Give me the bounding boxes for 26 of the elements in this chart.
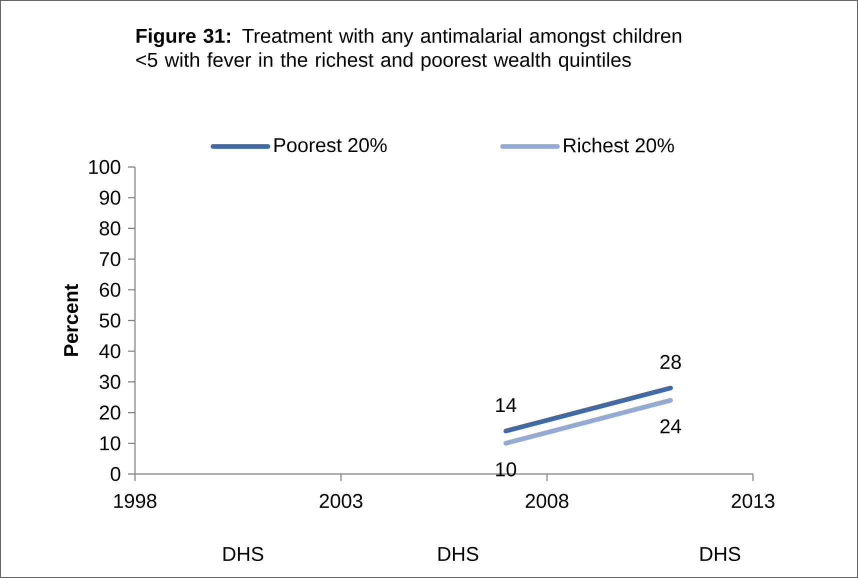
text: DHS — [438, 546, 478, 562]
legend-label: Poorest 20% — [274, 138, 387, 152]
data-label: 14 — [496, 398, 516, 412]
y-tick-label: 90 — [100, 190, 120, 205]
x-tick-label: 1998 — [114, 494, 156, 508]
y-axis-title: Percent — [64, 284, 78, 356]
y-tick-label: 40 — [99, 344, 120, 358]
y-tick-label: 80 — [100, 221, 120, 236]
y-tick-label: 0 — [110, 466, 120, 482]
data-label: 24 — [660, 419, 682, 434]
y-tick-label: 100 — [89, 160, 120, 174]
y-tick-label: 30 — [100, 374, 120, 389]
legend-label: Richest 20% — [564, 138, 674, 152]
x-tick-label: 2013 — [732, 494, 774, 508]
text: DHS — [700, 546, 740, 562]
y-tick-label: 50 — [100, 313, 120, 328]
x-tick-label: 2003 — [320, 494, 362, 508]
data-label: 10 — [496, 462, 516, 476]
y-tick-label: 70 — [100, 252, 120, 266]
x-tick-label: 2008 — [526, 494, 568, 508]
y-tick-label: 60 — [100, 282, 120, 297]
text: DHS — [224, 546, 264, 562]
y-tick-label: 20 — [100, 406, 120, 420]
data-label: 28 — [660, 354, 681, 370]
chart-title: Figure 31: Treatment with any antimalarial amongst children <5 with fever in the richest and poorest wealth quintiles — [136, 28, 682, 71]
y-tick-label: 10 — [100, 436, 120, 450]
